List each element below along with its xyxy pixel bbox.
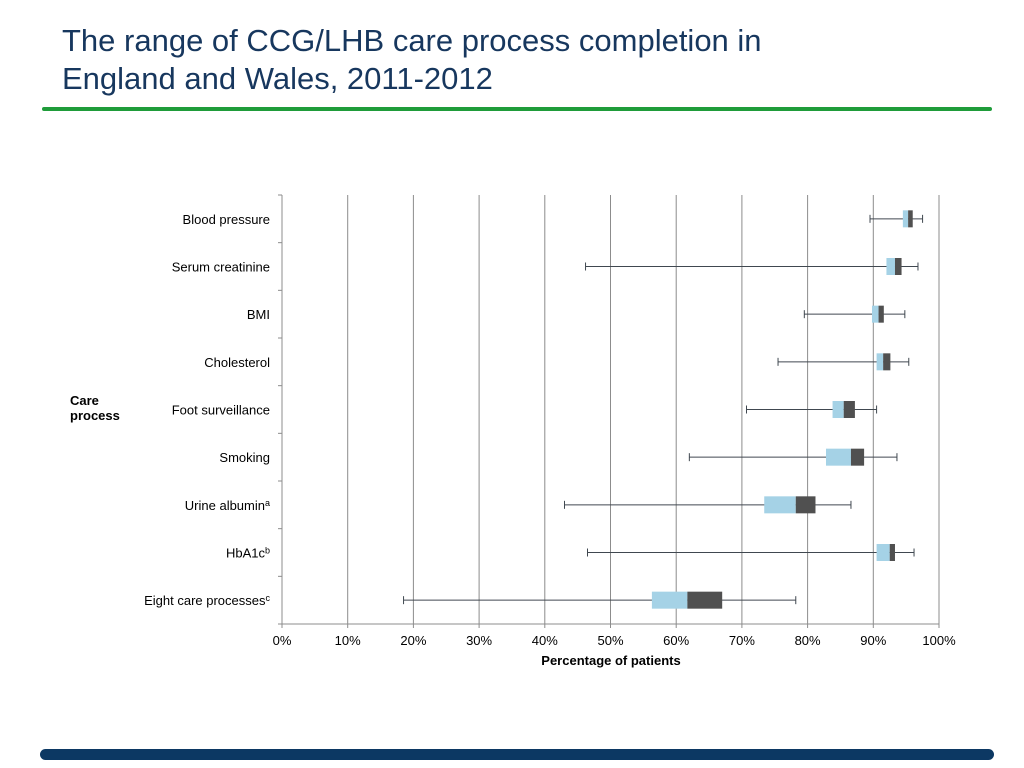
footer-bar xyxy=(40,749,994,760)
box-lower-quartile xyxy=(651,591,688,609)
box-upper-quartile xyxy=(889,544,895,561)
category-label: Foot surveillance xyxy=(172,403,270,418)
x-tick-label: 50% xyxy=(597,633,623,648)
category-label: Blood pressure xyxy=(183,212,270,227)
box-lower-quartile xyxy=(886,258,895,275)
slide-title-line-2: England and Wales, 2011-2012 xyxy=(62,61,493,96)
box-lower-quartile xyxy=(832,401,844,418)
box-upper-quartile xyxy=(883,353,891,371)
box-lower-quartile xyxy=(876,353,884,371)
x-tick-label: 90% xyxy=(860,633,886,648)
category-label: HbA1cb xyxy=(226,546,270,561)
x-axis-label: Percentage of patients xyxy=(541,653,681,668)
box-lower-quartile xyxy=(871,305,879,323)
x-tick-label: 100% xyxy=(922,633,956,648)
box-upper-quartile xyxy=(795,496,816,514)
category-label: Smoking xyxy=(219,450,270,465)
slide-title-line-1: The range of CCG/LHB care process comple… xyxy=(62,23,762,58)
box-upper-quartile xyxy=(878,305,884,323)
box-lower-quartile xyxy=(764,496,796,514)
category-label: Eight care processesc xyxy=(144,593,270,608)
x-tick-label: 80% xyxy=(795,633,821,648)
x-tick-label: 0% xyxy=(273,633,292,648)
box-upper-quartile xyxy=(908,210,913,228)
category-label: Urine albumina xyxy=(185,498,270,513)
box-upper-quartile xyxy=(850,448,865,466)
x-tick-label: 10% xyxy=(335,633,361,648)
box-upper-quartile xyxy=(843,401,855,418)
x-tick-label: 20% xyxy=(400,633,426,648)
title-accent-bar xyxy=(42,107,992,111)
y-axis-label-word: process xyxy=(70,408,120,423)
category-label: Serum creatinine xyxy=(172,260,270,275)
slide-title: The range of CCG/LHB care process comple… xyxy=(62,22,962,98)
box-lower-quartile xyxy=(876,544,890,561)
box-upper-quartile xyxy=(894,258,902,275)
y-axis-label-text: Care process xyxy=(70,393,120,423)
x-tick-label: 60% xyxy=(663,633,689,648)
category-label: Cholesterol xyxy=(204,355,270,370)
x-tick-label: 30% xyxy=(466,633,492,648)
box-lower-quartile xyxy=(825,448,851,466)
x-tick-label: 40% xyxy=(532,633,558,648)
category-label: BMI xyxy=(247,307,270,322)
y-axis-label: Care process xyxy=(70,393,120,423)
x-tick-label: 70% xyxy=(729,633,755,648)
box-upper-quartile xyxy=(687,591,723,609)
y-axis-label-word: Care xyxy=(70,393,99,408)
box-lower-quartile xyxy=(902,210,909,228)
